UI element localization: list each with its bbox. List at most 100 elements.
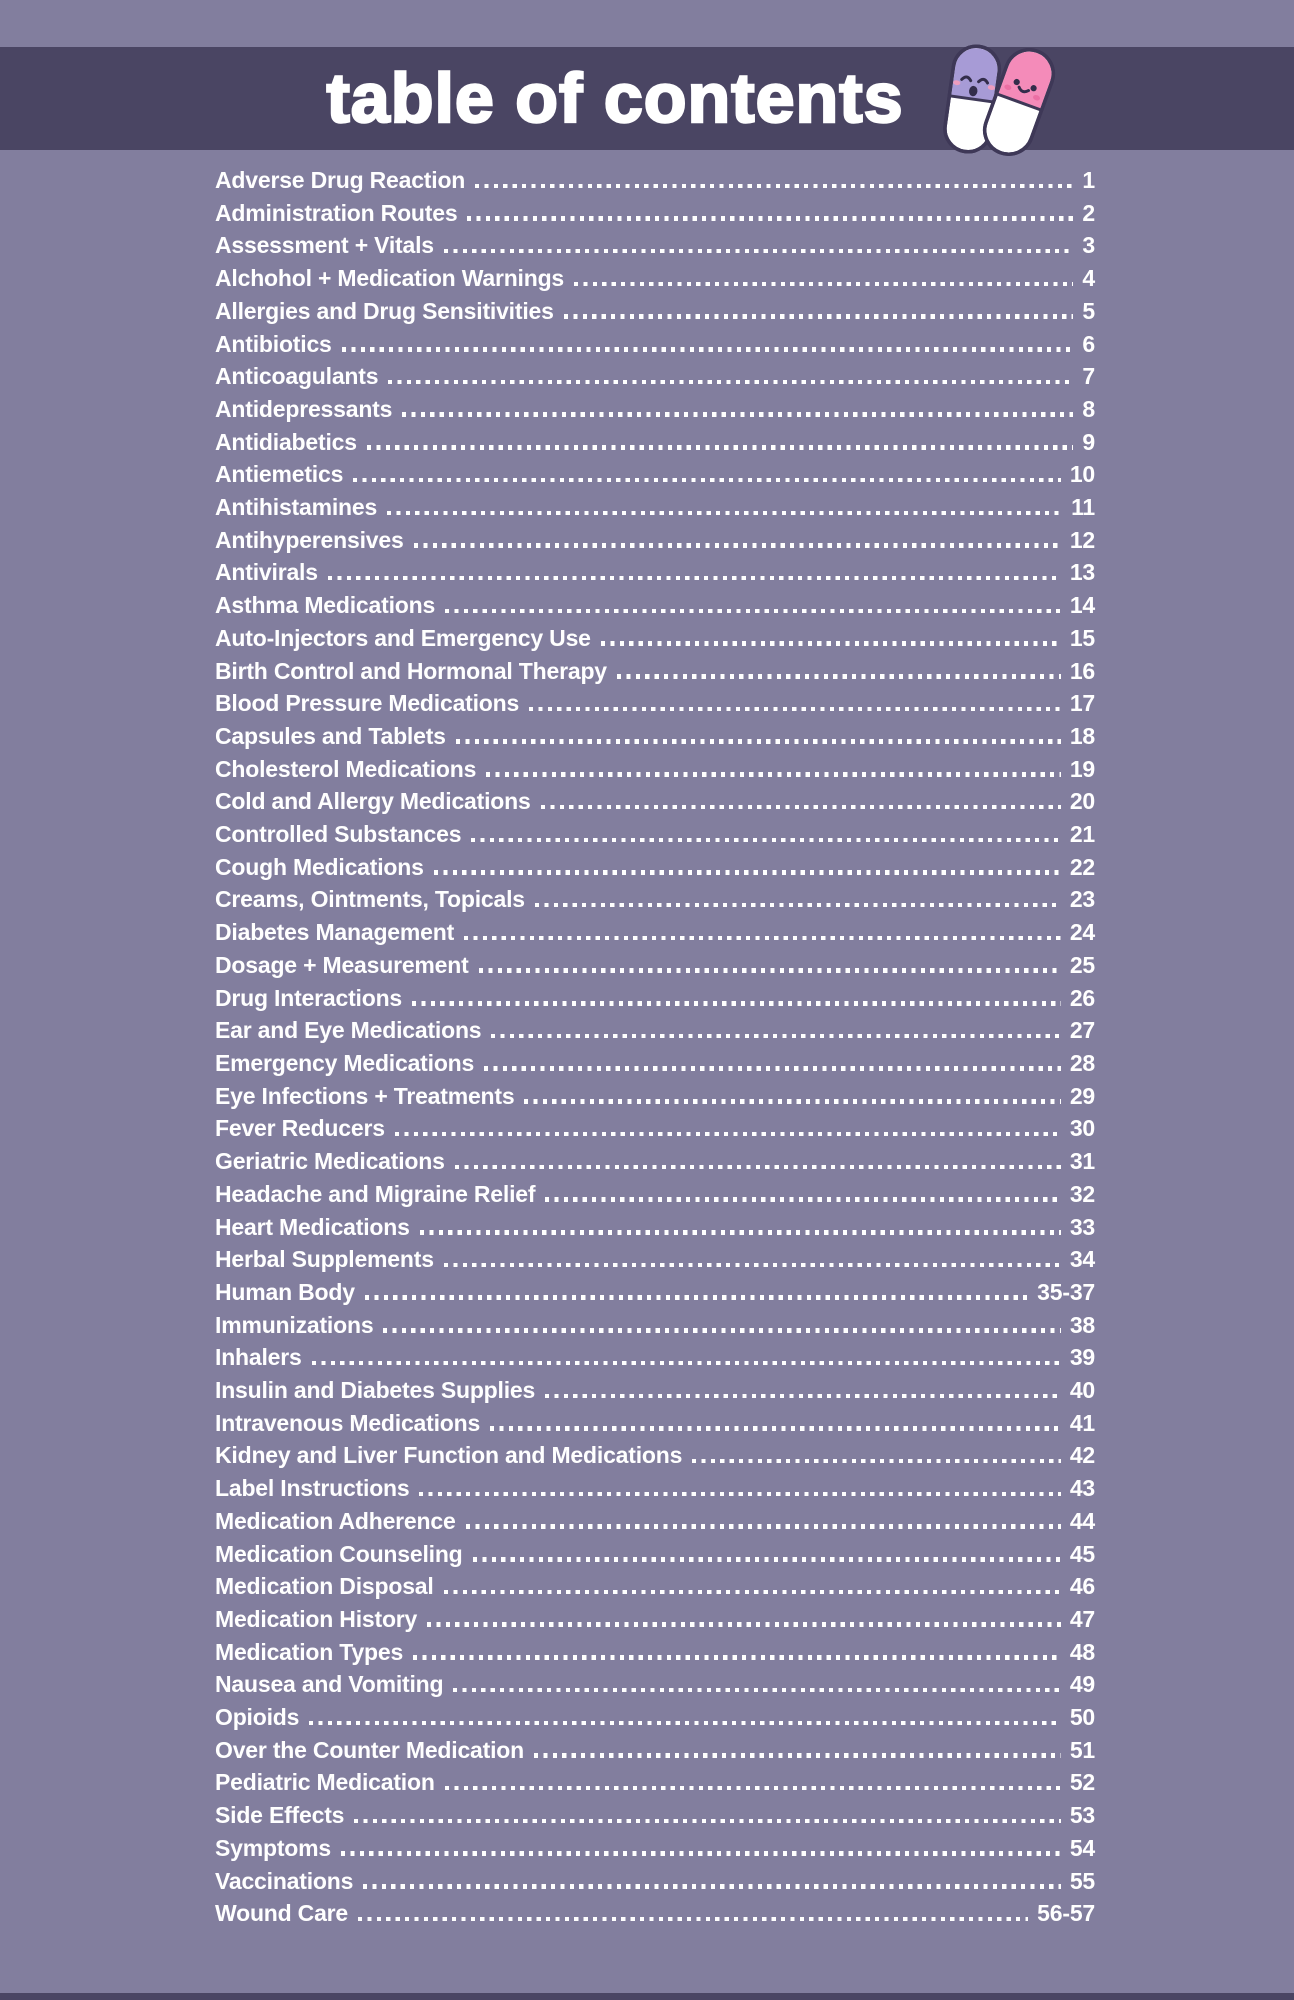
toc-entry: Over the Counter Medication 51: [215, 1734, 1095, 1767]
toc-entry: Vaccinations 55: [215, 1865, 1095, 1898]
toc-entry-page: 21: [1069, 821, 1095, 848]
dot-leader: [475, 183, 1074, 188]
toc-entry-page: 34: [1069, 1246, 1095, 1273]
toc-entry: Side Effects 53: [215, 1799, 1095, 1832]
toc-entry-page: 35-37: [1037, 1278, 1095, 1305]
dot-leader: [478, 968, 1061, 973]
toc-entry-page: 2: [1082, 199, 1095, 226]
toc-entry: Antidiabetics 9: [215, 426, 1095, 459]
dot-leader: [311, 1360, 1061, 1366]
bottom-margin-strip: [0, 1993, 1294, 2000]
toc-entry-page: 16: [1069, 657, 1095, 684]
dot-leader: [364, 1295, 1029, 1300]
toc-entry-label: Nausea and Vomiting: [215, 1671, 444, 1698]
toc-entry-label: Immunizations: [215, 1311, 374, 1338]
toc-entry-label: Wound Care: [215, 1900, 349, 1927]
toc-entry-page: 7: [1082, 363, 1095, 390]
toc-entry-page: 28: [1069, 1049, 1095, 1076]
dot-leader: [353, 477, 1061, 483]
toc-entry-label: Asthma Medications: [215, 592, 436, 619]
toc-entry-label: Symptoms: [215, 1834, 331, 1861]
toc-entry: Antidepressants 8: [215, 393, 1095, 426]
toc-entry-label: Cholesterol Medications: [215, 755, 477, 782]
toc-entry-label: Dosage + Measurement: [215, 951, 469, 978]
dot-leader: [529, 706, 1061, 712]
toc-entry-label: Medication Types: [215, 1638, 404, 1665]
toc-entry-page: 23: [1069, 886, 1095, 913]
toc-entry: Auto-Injectors and Emergency Use 15: [215, 622, 1095, 655]
dot-leader: [533, 1753, 1061, 1758]
toc-entry-page: 3: [1082, 232, 1095, 259]
dot-leader: [490, 1426, 1061, 1431]
dot-leader: [491, 1033, 1061, 1039]
dot-leader: [412, 1001, 1061, 1006]
dot-leader: [413, 1655, 1061, 1660]
toc-entry-label: Antidiabetics: [215, 428, 357, 455]
dot-leader: [443, 1589, 1061, 1595]
toc-entry-page: 13: [1069, 559, 1095, 586]
toc-entry-page: 1: [1082, 167, 1095, 193]
toc-entry: Pediatric Medication 52: [215, 1766, 1095, 1799]
toc-entry-page: 19: [1069, 755, 1095, 782]
toc-entry-label: Antiemetics: [215, 461, 344, 488]
toc-entry-page: 49: [1069, 1671, 1095, 1698]
toc-entry-page: 22: [1069, 853, 1095, 880]
dot-leader: [453, 1687, 1061, 1693]
toc-entry-page: 10: [1069, 461, 1095, 488]
toc-entry-page: 33: [1069, 1213, 1095, 1240]
toc-entry-page: 29: [1069, 1082, 1095, 1109]
toc-entry-page: 9: [1082, 428, 1095, 455]
toc-entry: Antiemetics 10: [215, 458, 1095, 491]
toc-entry: Asthma Medications 14: [215, 589, 1095, 622]
header-band: table of contents: [0, 44, 1294, 156]
toc-entry-page: 52: [1069, 1769, 1095, 1796]
toc-entry-page: 17: [1069, 690, 1095, 717]
dot-leader: [309, 1720, 1061, 1726]
dot-leader: [327, 575, 1061, 581]
toc-entry: Blood Pressure Medications 17: [215, 687, 1095, 720]
toc-entry-page: 40: [1069, 1377, 1095, 1404]
dot-leader: [484, 1066, 1061, 1071]
toc-entry-page: 50: [1069, 1704, 1095, 1731]
toc-entry: Ear and Eye Medications 27: [215, 1014, 1095, 1047]
dot-leader: [545, 1393, 1061, 1399]
toc-entry: Eye Infections + Treatments 29: [215, 1080, 1095, 1113]
toc-entry-page: 39: [1069, 1344, 1095, 1371]
toc-entry: Emergency Medications 28: [215, 1047, 1095, 1080]
toc-entry-page: 6: [1082, 330, 1095, 357]
dot-leader: [455, 739, 1061, 744]
toc-entry-page: 42: [1069, 1442, 1095, 1469]
toc-entry-page: 20: [1069, 788, 1095, 815]
toc-entry: Cough Medications 22: [215, 851, 1095, 884]
toc-entry: Drug Interactions 26: [215, 982, 1095, 1015]
toc-entry: Administration Routes 2: [215, 197, 1095, 230]
toc-entry: Cholesterol Medications 19: [215, 753, 1095, 786]
toc-entry-page: 14: [1069, 592, 1095, 619]
dot-leader: [467, 216, 1074, 221]
toc-entry: Intravenous Medications 41: [215, 1407, 1095, 1440]
toc-entry: Antivirals 13: [215, 556, 1095, 589]
toc-entry-label: Kidney and Liver Function and Medication…: [215, 1442, 683, 1469]
toc-entry-page: 32: [1069, 1180, 1095, 1207]
toc-entry-label: Human Body: [215, 1278, 355, 1305]
top-margin-strip: [0, 0, 1294, 47]
toc-entry-label: Auto-Injectors and Emergency Use: [215, 624, 591, 651]
toc-entry-label: Medication Disposal: [215, 1573, 434, 1600]
toc-entry-label: Medication Adherence: [215, 1507, 456, 1534]
toc-entry: Symptoms 54: [215, 1832, 1095, 1865]
dot-leader: [443, 1262, 1061, 1268]
toc-entry-label: Herbal Supplements: [215, 1246, 434, 1273]
header-content: table of contents: [325, 38, 1067, 160]
toc-entry-label: Cough Medications: [215, 853, 424, 880]
toc-entry-label: Geriatric Medications: [215, 1148, 445, 1175]
toc-entry-page: 5: [1082, 297, 1095, 324]
dot-leader: [427, 1622, 1061, 1627]
toc-entry-page: 46: [1069, 1573, 1095, 1600]
toc-entry-label: Insulin and Diabetes Supplies: [215, 1377, 536, 1404]
toc-entry: Controlled Substances 21: [215, 818, 1095, 851]
toc-entry: Diabetes Management 24: [215, 916, 1095, 949]
toc-entry-label: Ear and Eye Medications: [215, 1017, 482, 1044]
toc-entry: Birth Control and Hormonal Therapy 16: [215, 655, 1095, 688]
toc-entry: Fever Reducers 30: [215, 1112, 1095, 1145]
toc-entry: Insulin and Diabetes Supplies 40: [215, 1374, 1095, 1407]
